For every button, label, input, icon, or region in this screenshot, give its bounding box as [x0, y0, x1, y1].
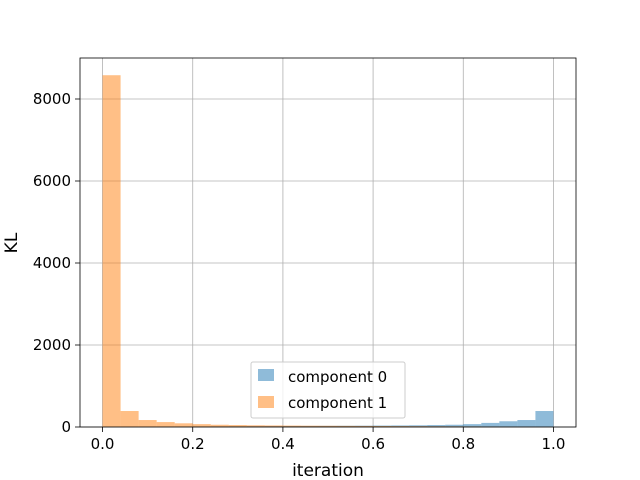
bar-component-0 [463, 424, 482, 427]
bar-component-1 [318, 425, 338, 427]
y-tick-label: 0 [61, 418, 71, 436]
x-tick-label: 0.8 [451, 435, 475, 453]
legend: component 0 component 1 [250, 361, 406, 419]
bar-component-0 [517, 420, 536, 427]
bar-component-0 [445, 424, 464, 427]
x-axis-label: iteration [292, 461, 364, 480]
bar-component-0 [481, 422, 500, 427]
bar-component-1 [264, 425, 283, 427]
bar-component-1 [210, 424, 229, 427]
bar-component-1 [120, 411, 139, 427]
bar-component-1 [228, 425, 247, 427]
bar-component-1 [174, 423, 193, 427]
bar-component-1 [337, 425, 356, 427]
bar-component-1 [300, 425, 319, 427]
bar-component-0 [535, 411, 554, 427]
y-tick-label: 2000 [33, 336, 71, 354]
bar-component-1 [138, 420, 157, 427]
legend-box [250, 361, 406, 419]
y-tick-label: 6000 [33, 172, 71, 190]
legend-swatch-component-0 [258, 369, 274, 381]
x-tick-label: 0.4 [271, 435, 295, 453]
grid [80, 58, 576, 428]
x-tick-label: 1.0 [542, 435, 566, 453]
x-tick-label: 0.2 [181, 435, 205, 453]
histogram-bars [102, 75, 554, 427]
legend-label-component-1: component 1 [288, 394, 387, 412]
bar-component-1 [391, 426, 410, 427]
bar-component-1 [409, 426, 428, 427]
bar-component-0 [427, 425, 446, 427]
bar-component-1 [192, 424, 211, 427]
bar-component-1 [355, 425, 374, 427]
x-tick-label: 0.6 [361, 435, 385, 453]
legend-swatch-component-1 [258, 396, 274, 408]
bar-component-1 [246, 425, 265, 427]
y-axis-label: KL [2, 232, 22, 253]
bar-component-1 [102, 75, 121, 427]
bar-component-1 [282, 425, 301, 427]
x-tick-label: 0.0 [91, 435, 115, 453]
y-tick-label: 4000 [33, 254, 71, 272]
y-tick-label: 8000 [33, 90, 71, 108]
bar-component-0 [499, 421, 518, 427]
legend-label-component-0: component 0 [288, 368, 387, 386]
bar-component-0 [409, 425, 428, 427]
plot-frame [79, 57, 577, 428]
bar-component-1 [373, 426, 392, 427]
axis-ticks: 0.0 0.2 0.4 0.6 0.8 1.0 0 2000 4000 6000 8000 [33, 90, 566, 453]
bar-component-1 [156, 422, 175, 427]
